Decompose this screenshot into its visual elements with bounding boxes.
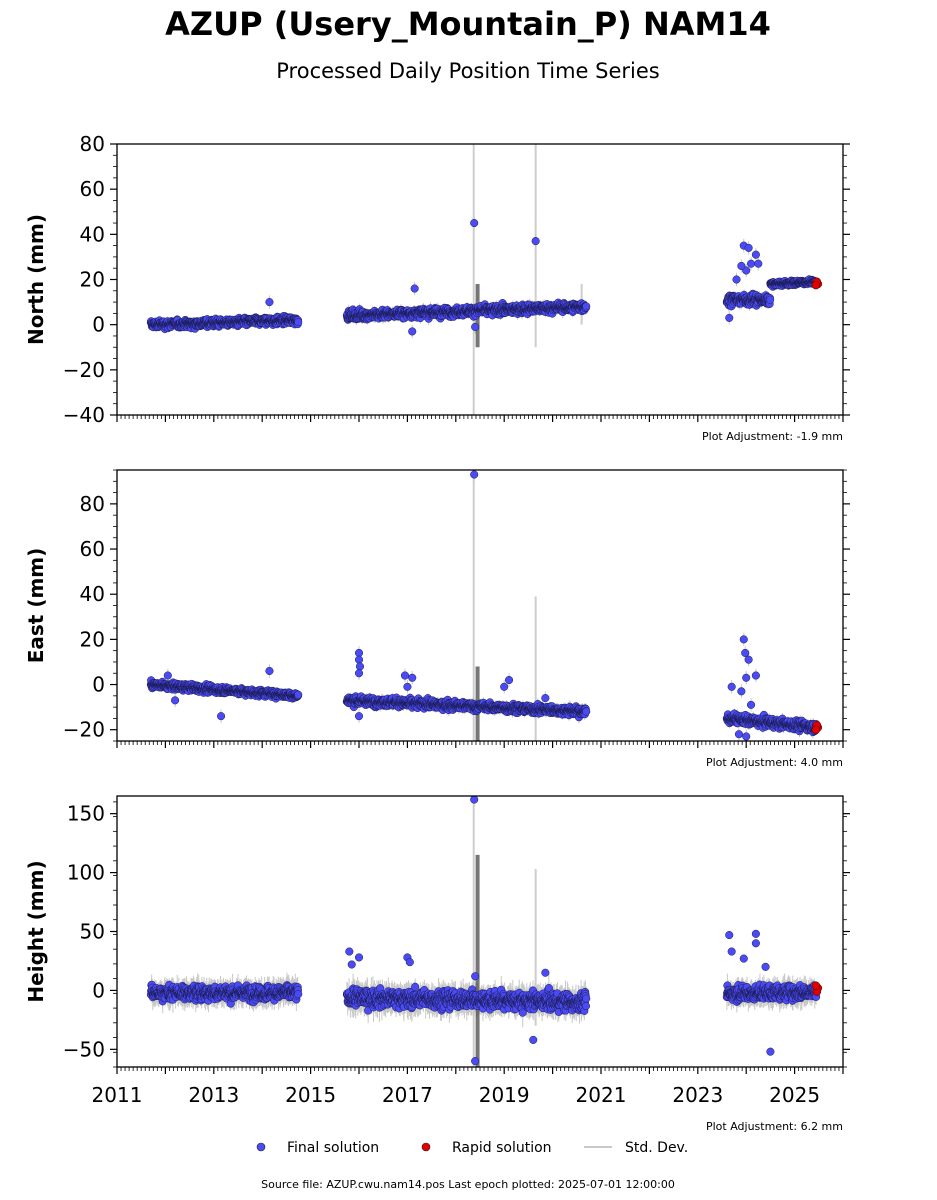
final-solution-point bbox=[732, 275, 741, 284]
final-solution-point bbox=[582, 302, 591, 311]
final-solution-point bbox=[470, 218, 479, 228]
chart-title: AZUP (Usery_Mountain_P) NAM14 bbox=[165, 5, 771, 43]
plot-area bbox=[146, 470, 823, 741]
y-tick-label: 20 bbox=[80, 268, 105, 292]
plot-area bbox=[146, 144, 823, 415]
y-tick-label: 80 bbox=[80, 132, 105, 156]
final-solution-point bbox=[471, 322, 480, 331]
final-solution-point bbox=[408, 327, 417, 336]
y-tick-label: 60 bbox=[80, 177, 105, 201]
final-solution-point bbox=[725, 313, 734, 322]
final-solution-point bbox=[744, 243, 753, 252]
x-axis bbox=[116, 415, 844, 422]
rapid-solution-points bbox=[811, 277, 823, 290]
final-solution-point bbox=[737, 261, 746, 271]
chart-subtitle: Processed Daily Position Time Series bbox=[276, 59, 660, 83]
y-tick-label: 40 bbox=[80, 222, 105, 246]
final-solution-points bbox=[146, 218, 821, 336]
y-axis: −40 −20 0 20 40 60 80 bbox=[63, 132, 850, 427]
final-solution-point bbox=[754, 259, 763, 268]
final-solution-point bbox=[265, 298, 274, 307]
final-solution-point bbox=[751, 250, 760, 259]
y-axis-label: North (mm) bbox=[24, 214, 48, 345]
final-solution-point bbox=[766, 295, 775, 304]
y-tick-label: 0 bbox=[92, 313, 105, 337]
panels: −40 −20 0 20 40 60 80 North (mm) Plot Adjustment… bbox=[24, 132, 850, 1133]
final-solution-point bbox=[294, 318, 303, 327]
final-solution-point bbox=[410, 284, 419, 293]
panel-north: −40 −20 0 20 40 60 80 North (mm) Plot Adjustment… bbox=[24, 132, 850, 443]
final-solution-point bbox=[746, 259, 756, 268]
plot-adjustment-note: Plot Adjustment: -1.9 mm bbox=[702, 430, 843, 443]
y-tick-label: −40 bbox=[63, 403, 105, 427]
final-solution-point bbox=[531, 237, 540, 246]
rapid-solution-point bbox=[811, 280, 821, 290]
y-tick-label: −20 bbox=[63, 358, 105, 382]
